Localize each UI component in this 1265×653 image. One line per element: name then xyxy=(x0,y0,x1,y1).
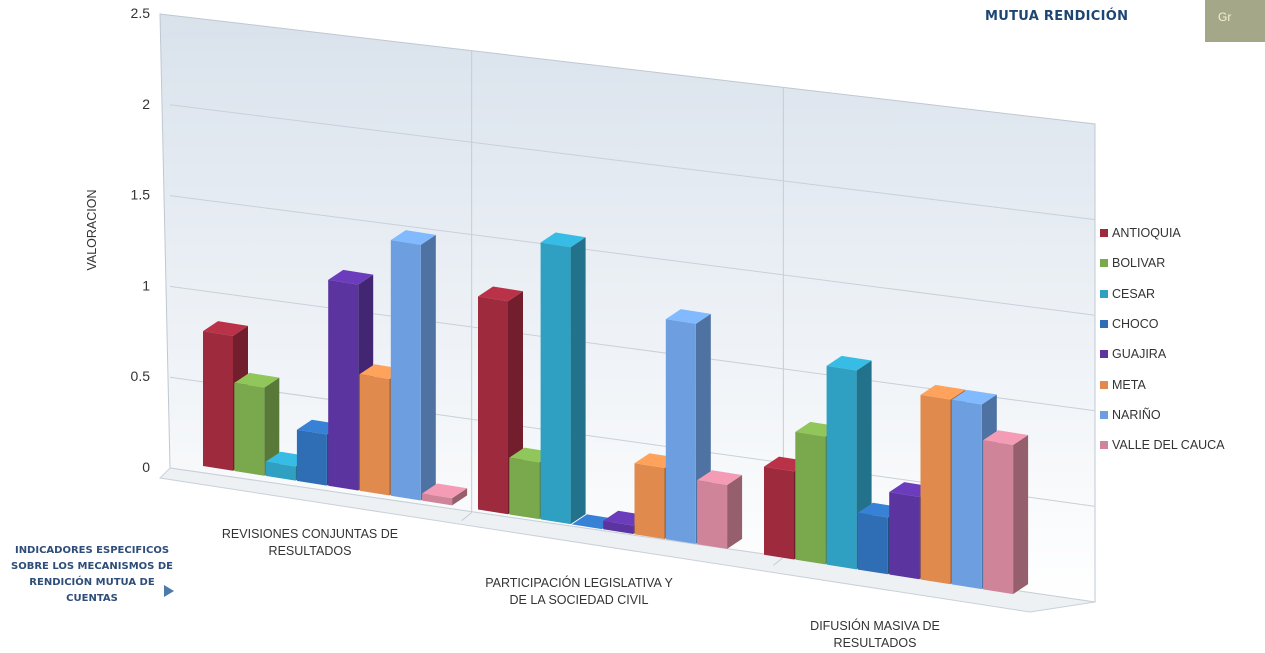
bar-front xyxy=(478,296,508,515)
bar-front xyxy=(951,399,982,590)
chart-legend: ANTIOQUIA BOLIVAR CESAR CHOCO GUAJIRA ME… xyxy=(1100,218,1225,460)
bar-top xyxy=(390,230,436,245)
gridline xyxy=(169,104,1096,221)
y-tick-label: 0.5 xyxy=(131,368,151,384)
legend-swatch xyxy=(1100,320,1108,329)
bar-top xyxy=(983,430,1029,446)
section-tab-label: Gr xyxy=(1218,10,1232,24)
section-title: MUTUA RENDICIÓN xyxy=(985,9,1129,24)
bar-front xyxy=(826,365,857,570)
y-axis-ticks: 0 0.5 1 1.5 2 2.5 xyxy=(131,5,151,475)
bar-top xyxy=(665,309,711,324)
chart-bars xyxy=(203,230,1029,595)
bar-top xyxy=(203,321,248,336)
indicators-note: INDICADORES ESPECIFICOS SOBRE LOS MECANI… xyxy=(11,545,173,604)
category-label-difusion: DIFUSIÓN MASIVA DE RESULTADOS xyxy=(810,619,940,650)
bar-front xyxy=(857,512,888,575)
y-tick-label: 1 xyxy=(142,277,150,293)
bar-front xyxy=(603,520,634,535)
bar-top xyxy=(478,286,523,302)
bar-top xyxy=(422,483,468,499)
bar-top xyxy=(328,269,374,285)
legend-item: CHOCO xyxy=(1100,309,1225,339)
legend-item: BOLIVAR xyxy=(1100,248,1225,278)
bar-top xyxy=(826,355,872,371)
category-label-revisiones: REVISIONES CONJUNTAS DE RESULTADOS xyxy=(221,527,399,558)
bar-side xyxy=(1013,435,1029,595)
legend-label: BOLIVAR xyxy=(1112,256,1166,271)
y-tick-label: 0 xyxy=(142,459,150,475)
legend-item: META xyxy=(1100,369,1225,399)
legend-item: GUAJIRA xyxy=(1100,339,1225,369)
bar-front xyxy=(634,463,665,539)
bar-front xyxy=(889,492,920,580)
chart-gridlines xyxy=(169,104,1096,507)
legend-label: META xyxy=(1112,377,1146,392)
bar-side xyxy=(452,488,468,506)
bar-front xyxy=(697,480,728,549)
bar-side xyxy=(264,377,280,476)
bar-front xyxy=(540,242,571,525)
floor-separator xyxy=(773,556,784,566)
bar-side xyxy=(570,237,586,525)
bar-top xyxy=(697,470,743,485)
bar xyxy=(234,372,280,476)
legend-label: GUAJIRA xyxy=(1112,347,1167,362)
legend-swatch xyxy=(1100,410,1108,419)
section-tab[interactable]: Gr xyxy=(1205,0,1265,42)
bar-front xyxy=(509,457,540,520)
bar-top xyxy=(234,372,280,388)
bar-front xyxy=(764,466,794,560)
legend-label: CHOCO xyxy=(1112,317,1159,332)
bar-front xyxy=(296,429,327,486)
bar-front xyxy=(328,279,359,491)
bar-side xyxy=(727,474,743,549)
bar-front xyxy=(422,493,453,506)
bar-front xyxy=(203,331,233,471)
arrow-right-icon xyxy=(164,585,174,597)
legend-label: CESAR xyxy=(1112,286,1156,301)
legend-swatch xyxy=(1100,289,1108,298)
bar-front xyxy=(983,440,1014,595)
legend-item: NARIÑO xyxy=(1100,400,1225,430)
bar-front xyxy=(665,319,696,544)
bar-top xyxy=(540,232,586,248)
bar-front xyxy=(265,461,296,481)
bar-front xyxy=(920,394,951,585)
legend-item: CESAR xyxy=(1100,279,1225,309)
bar-top xyxy=(920,384,966,400)
bar-front xyxy=(234,382,265,476)
bar-side xyxy=(420,234,436,501)
legend-swatch xyxy=(1100,380,1108,389)
legend-item: VALLE DEL CAUCA xyxy=(1100,430,1225,460)
y-axis-label: VALORACION xyxy=(85,189,99,270)
bar xyxy=(983,430,1029,595)
legend-label: VALLE DEL CAUCA xyxy=(1112,438,1225,453)
legend-label: ANTIOQUIA xyxy=(1112,226,1181,241)
bar-front xyxy=(359,374,390,496)
legend-label: NARIÑO xyxy=(1112,407,1161,422)
bar xyxy=(390,230,436,501)
category-label-participacion: PARTICIPACIÓN LEGISLATIVA Y DE LA SOCIED… xyxy=(485,576,673,607)
floor-separator xyxy=(461,512,472,522)
legend-swatch xyxy=(1100,350,1108,359)
bar-front xyxy=(795,431,826,565)
legend-swatch xyxy=(1100,229,1108,238)
legend-swatch xyxy=(1100,259,1108,268)
legend-swatch xyxy=(1100,441,1108,450)
legend-item: ANTIOQUIA xyxy=(1100,218,1225,248)
bar-front xyxy=(390,240,421,501)
y-tick-label: 2.5 xyxy=(131,5,151,21)
bar xyxy=(540,232,586,525)
bar xyxy=(697,470,743,549)
bar xyxy=(422,483,468,506)
gridline xyxy=(169,195,1096,316)
y-tick-label: 2 xyxy=(142,96,150,112)
y-tick-label: 1.5 xyxy=(131,187,151,203)
bar-top xyxy=(951,389,997,405)
